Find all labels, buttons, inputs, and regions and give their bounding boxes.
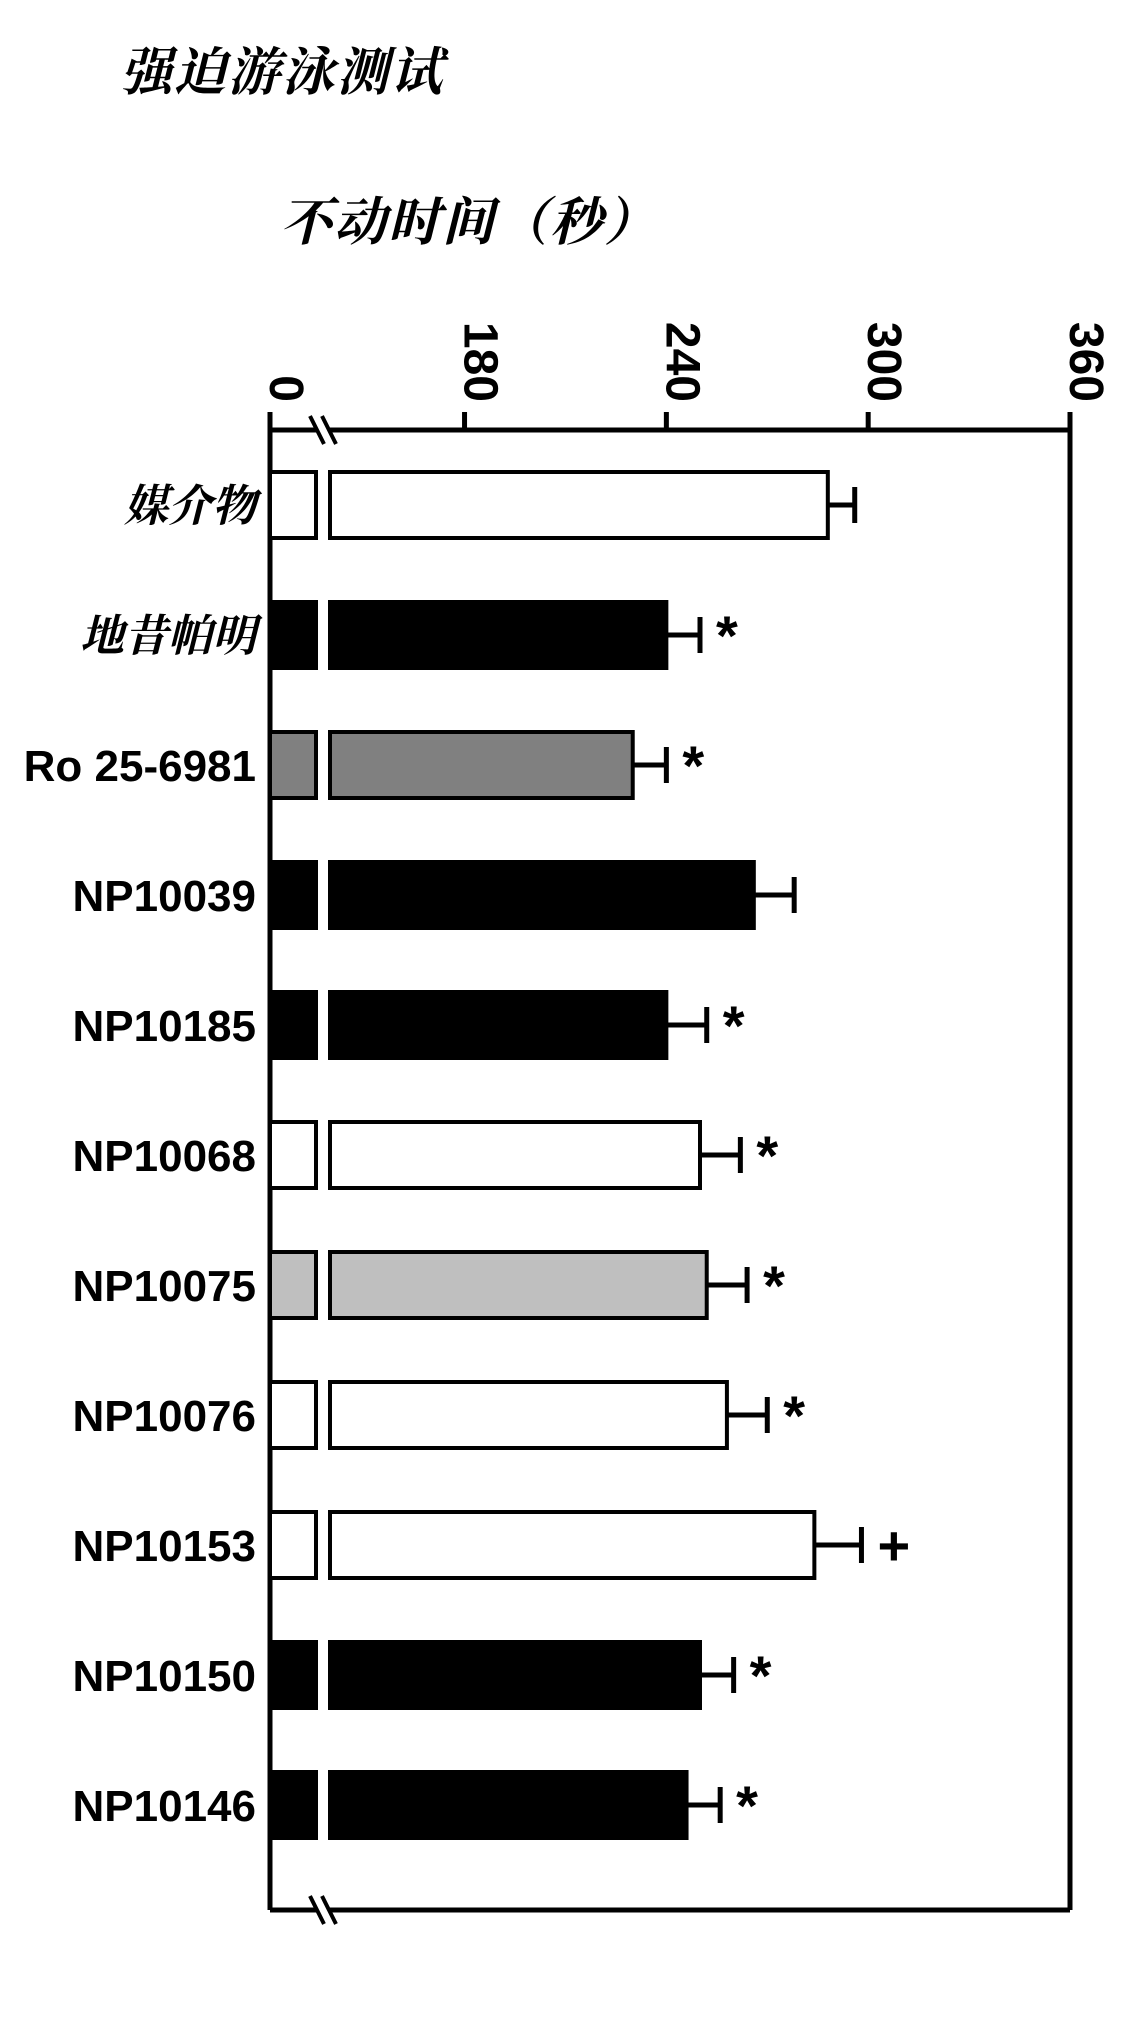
bar-np10068 bbox=[330, 1122, 700, 1188]
category-label-ro256981: Ro 25-6981 bbox=[24, 742, 256, 791]
category-label-np10150: NP10150 bbox=[73, 1652, 256, 1701]
annotation-np10068: * bbox=[756, 1124, 778, 1187]
category-label-np10068: NP10068 bbox=[73, 1132, 256, 1181]
bar-desipramine bbox=[330, 602, 666, 668]
bar-np10153 bbox=[330, 1512, 814, 1578]
bar-np10068-segment1 bbox=[270, 1122, 316, 1188]
bar-ro256981 bbox=[330, 732, 633, 798]
bar-vehicle-segment1 bbox=[270, 472, 316, 538]
bar-chart: 0 180 240 300 360 媒介物 * 地昔帕明 * Ro 25-6981 NP10039 *… bbox=[0, 250, 1124, 2030]
bar-np10150-segment1 bbox=[270, 1642, 316, 1708]
chart-title: 强迫游泳测试 bbox=[120, 30, 444, 105]
y-axis-label: 不动时间（秒） bbox=[280, 180, 658, 255]
y-tick-label: 180 bbox=[454, 322, 507, 402]
bar-vehicle bbox=[330, 472, 828, 538]
category-label-desipramine: 地昔帕明 bbox=[80, 600, 263, 664]
bar-np10185 bbox=[330, 992, 666, 1058]
bar-np10075-segment1 bbox=[270, 1252, 316, 1318]
bar-np10039 bbox=[330, 862, 754, 928]
annotation-np10075: * bbox=[763, 1254, 785, 1317]
bar-np10185-segment1 bbox=[270, 992, 316, 1058]
bar-np10153-segment1 bbox=[270, 1512, 316, 1578]
y-tick-label: 360 bbox=[1059, 322, 1112, 402]
bar-desipramine-segment1 bbox=[270, 602, 316, 668]
y-tick-label: 0 bbox=[259, 375, 312, 402]
annotation-np10146: * bbox=[736, 1774, 758, 1837]
category-label-np10076: NP10076 bbox=[73, 1392, 256, 1441]
y-tick-label: 300 bbox=[857, 322, 910, 402]
annotation-np10153: + bbox=[877, 1514, 910, 1577]
y-tick-label: 240 bbox=[655, 322, 708, 402]
category-label-vehicle: 媒介物 bbox=[124, 470, 263, 534]
annotation-np10185: * bbox=[723, 994, 745, 1057]
bar-np10146 bbox=[330, 1772, 687, 1838]
category-label-np10039: NP10039 bbox=[73, 872, 256, 921]
bar-np10075 bbox=[330, 1252, 707, 1318]
bar-np10039-segment1 bbox=[270, 862, 316, 928]
category-label-np10075: NP10075 bbox=[73, 1262, 256, 1311]
bar-ro256981-segment1 bbox=[270, 732, 316, 798]
category-label-np10146: NP10146 bbox=[73, 1782, 256, 1831]
bar-np10146-segment1 bbox=[270, 1772, 316, 1838]
category-label-np10185: NP10185 bbox=[73, 1002, 256, 1051]
annotation-ro256981: * bbox=[682, 734, 704, 797]
annotation-np10150: * bbox=[750, 1644, 772, 1707]
annotation-np10076: * bbox=[783, 1384, 805, 1447]
category-label-np10153: NP10153 bbox=[73, 1522, 256, 1571]
bar-np10076 bbox=[330, 1382, 727, 1448]
annotation-desipramine: * bbox=[716, 604, 738, 667]
bar-np10076-segment1 bbox=[270, 1382, 316, 1448]
bar-np10150 bbox=[330, 1642, 700, 1708]
